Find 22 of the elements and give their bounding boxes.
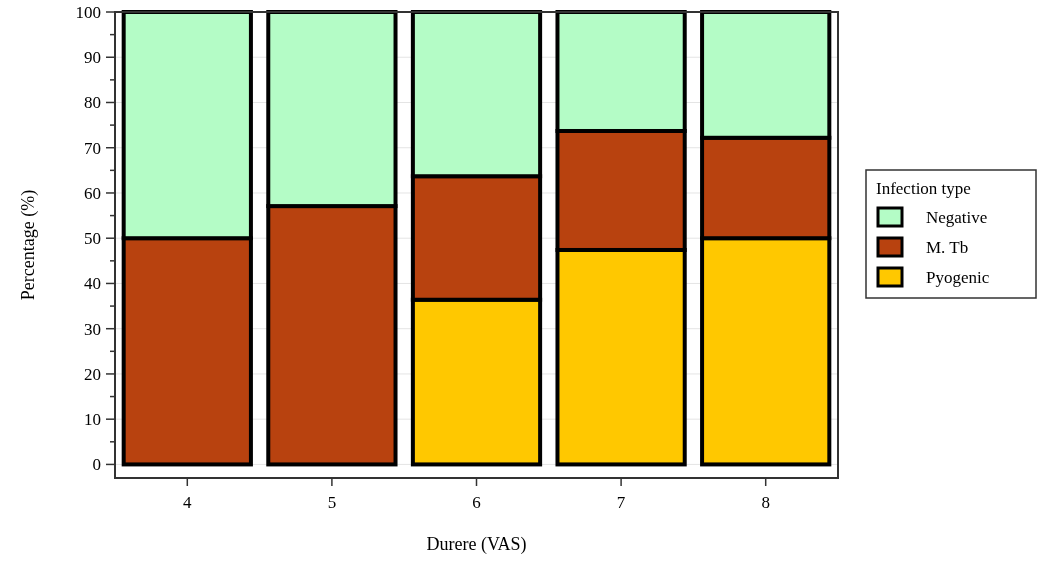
- x-axis-title: Durere (VAS): [426, 534, 527, 555]
- y-tick-label: 70: [84, 138, 101, 158]
- y-tick-label: 40: [84, 274, 101, 294]
- y-tick-label: 30: [84, 319, 101, 339]
- x-tick-label: 5: [327, 493, 337, 512]
- y-tick-label: 10: [84, 410, 101, 430]
- x-tick-label: 4: [183, 493, 193, 512]
- y-tick-label: 0: [92, 455, 101, 475]
- y-tick-label: 100: [75, 2, 101, 22]
- y-tick-label: 50: [84, 229, 101, 249]
- y-tick-label: 80: [84, 93, 101, 113]
- y-tick-label: 60: [84, 183, 101, 203]
- x-tick-label: 8: [761, 493, 770, 512]
- y-axis-title: Percentage (%): [18, 189, 39, 301]
- x-tick-label: 7: [616, 493, 626, 512]
- y-tick-label: 20: [84, 364, 101, 384]
- x-tick-label: 6: [472, 493, 481, 512]
- legend-label: M. Tb: [926, 237, 969, 257]
- legend-title: Infection type: [876, 179, 971, 198]
- legend-label: Negative: [926, 207, 988, 227]
- legend-label: Pyogenic: [926, 267, 990, 287]
- y-tick-label: 90: [84, 48, 101, 68]
